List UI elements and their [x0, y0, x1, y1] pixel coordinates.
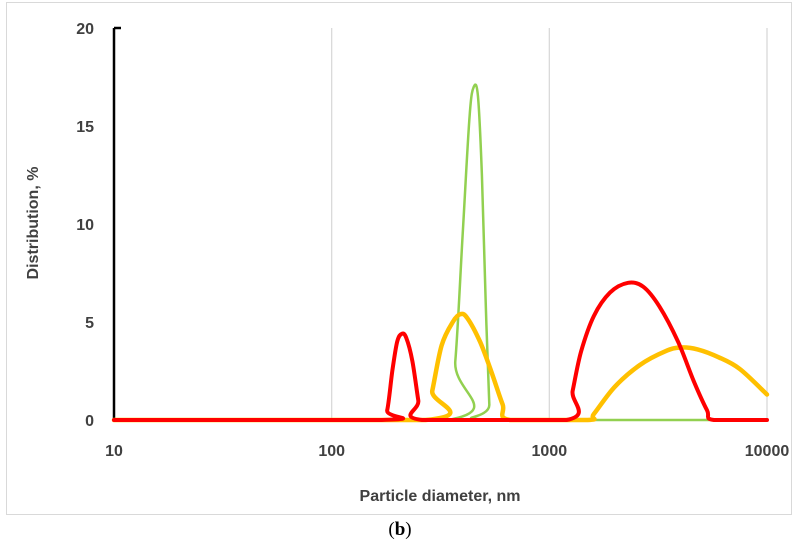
y-axis-title: Distribution, % — [25, 167, 42, 280]
axes — [112, 26, 767, 421]
chart-frame — [6, 2, 792, 515]
grid-lines — [331, 28, 768, 420]
distribution-chart: 10 100 1000 10000 0 5 10 15 20 Particle diameter… — [25, 21, 789, 505]
series-lines — [111, 83, 770, 423]
series-line-2 — [111, 311, 770, 423]
x-tick-label-1000: 1000 — [532, 443, 568, 460]
y-tick-label-0: 0 — [85, 413, 94, 430]
panel-label-letter: b — [394, 519, 406, 540]
y-tick-label-5: 5 — [85, 315, 94, 332]
series-line-1 — [112, 83, 769, 422]
x-tick-label-10: 10 — [105, 443, 123, 460]
x-tick-label-100: 100 — [318, 443, 345, 460]
panel-label-close: ) — [405, 519, 412, 540]
x-tick-label-10000: 10000 — [745, 443, 790, 460]
series-line-3 — [112, 280, 769, 423]
tick-labels: 10 100 1000 10000 0 5 10 15 20 — [76, 21, 789, 460]
y-tick-label-15: 15 — [76, 119, 94, 136]
y-tick-label-20: 20 — [76, 21, 94, 38]
y-tick-label-10: 10 — [76, 217, 94, 234]
panel-label: (b) — [0, 519, 800, 541]
x-axis-title: Particle diameter, nm — [360, 488, 521, 505]
panel-label-open: ( — [388, 519, 395, 540]
